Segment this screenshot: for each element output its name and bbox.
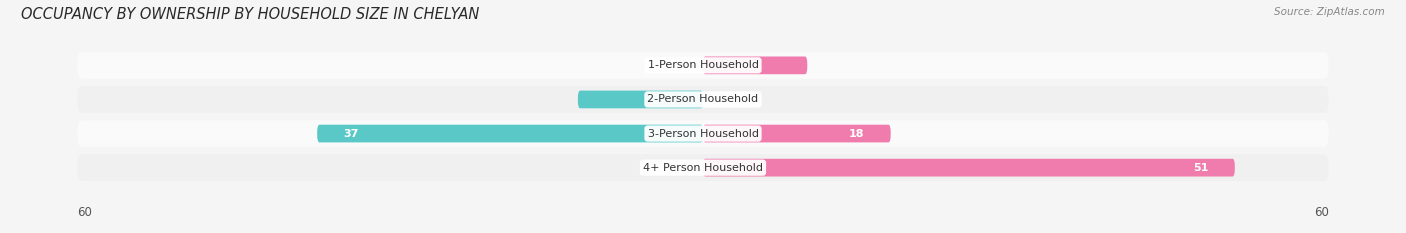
FancyBboxPatch shape: [703, 56, 807, 74]
Text: 37: 37: [343, 129, 359, 139]
Text: 60: 60: [77, 206, 93, 219]
Text: 12: 12: [673, 94, 688, 104]
FancyBboxPatch shape: [703, 125, 891, 142]
Text: 2-Person Household: 2-Person Household: [647, 94, 759, 104]
FancyBboxPatch shape: [578, 91, 703, 108]
Text: 0: 0: [681, 163, 688, 173]
FancyBboxPatch shape: [318, 125, 703, 142]
Text: OCCUPANCY BY OWNERSHIP BY HOUSEHOLD SIZE IN CHELYAN: OCCUPANCY BY OWNERSHIP BY HOUSEHOLD SIZE…: [21, 7, 479, 22]
Text: 60: 60: [1313, 206, 1329, 219]
FancyBboxPatch shape: [77, 52, 1329, 79]
Text: 18: 18: [849, 129, 865, 139]
Text: 0: 0: [718, 94, 725, 104]
Text: 10: 10: [718, 60, 733, 70]
Legend: Owner-occupied, Renter-occupied: Owner-occupied, Renter-occupied: [576, 231, 830, 233]
FancyBboxPatch shape: [77, 154, 1329, 181]
Text: 4+ Person Household: 4+ Person Household: [643, 163, 763, 173]
FancyBboxPatch shape: [77, 86, 1329, 113]
Text: Source: ZipAtlas.com: Source: ZipAtlas.com: [1274, 7, 1385, 17]
FancyBboxPatch shape: [703, 159, 1234, 177]
Text: 51: 51: [1194, 163, 1209, 173]
Text: 1-Person Household: 1-Person Household: [648, 60, 758, 70]
Text: 3-Person Household: 3-Person Household: [648, 129, 758, 139]
Text: 0: 0: [681, 60, 688, 70]
FancyBboxPatch shape: [77, 120, 1329, 147]
